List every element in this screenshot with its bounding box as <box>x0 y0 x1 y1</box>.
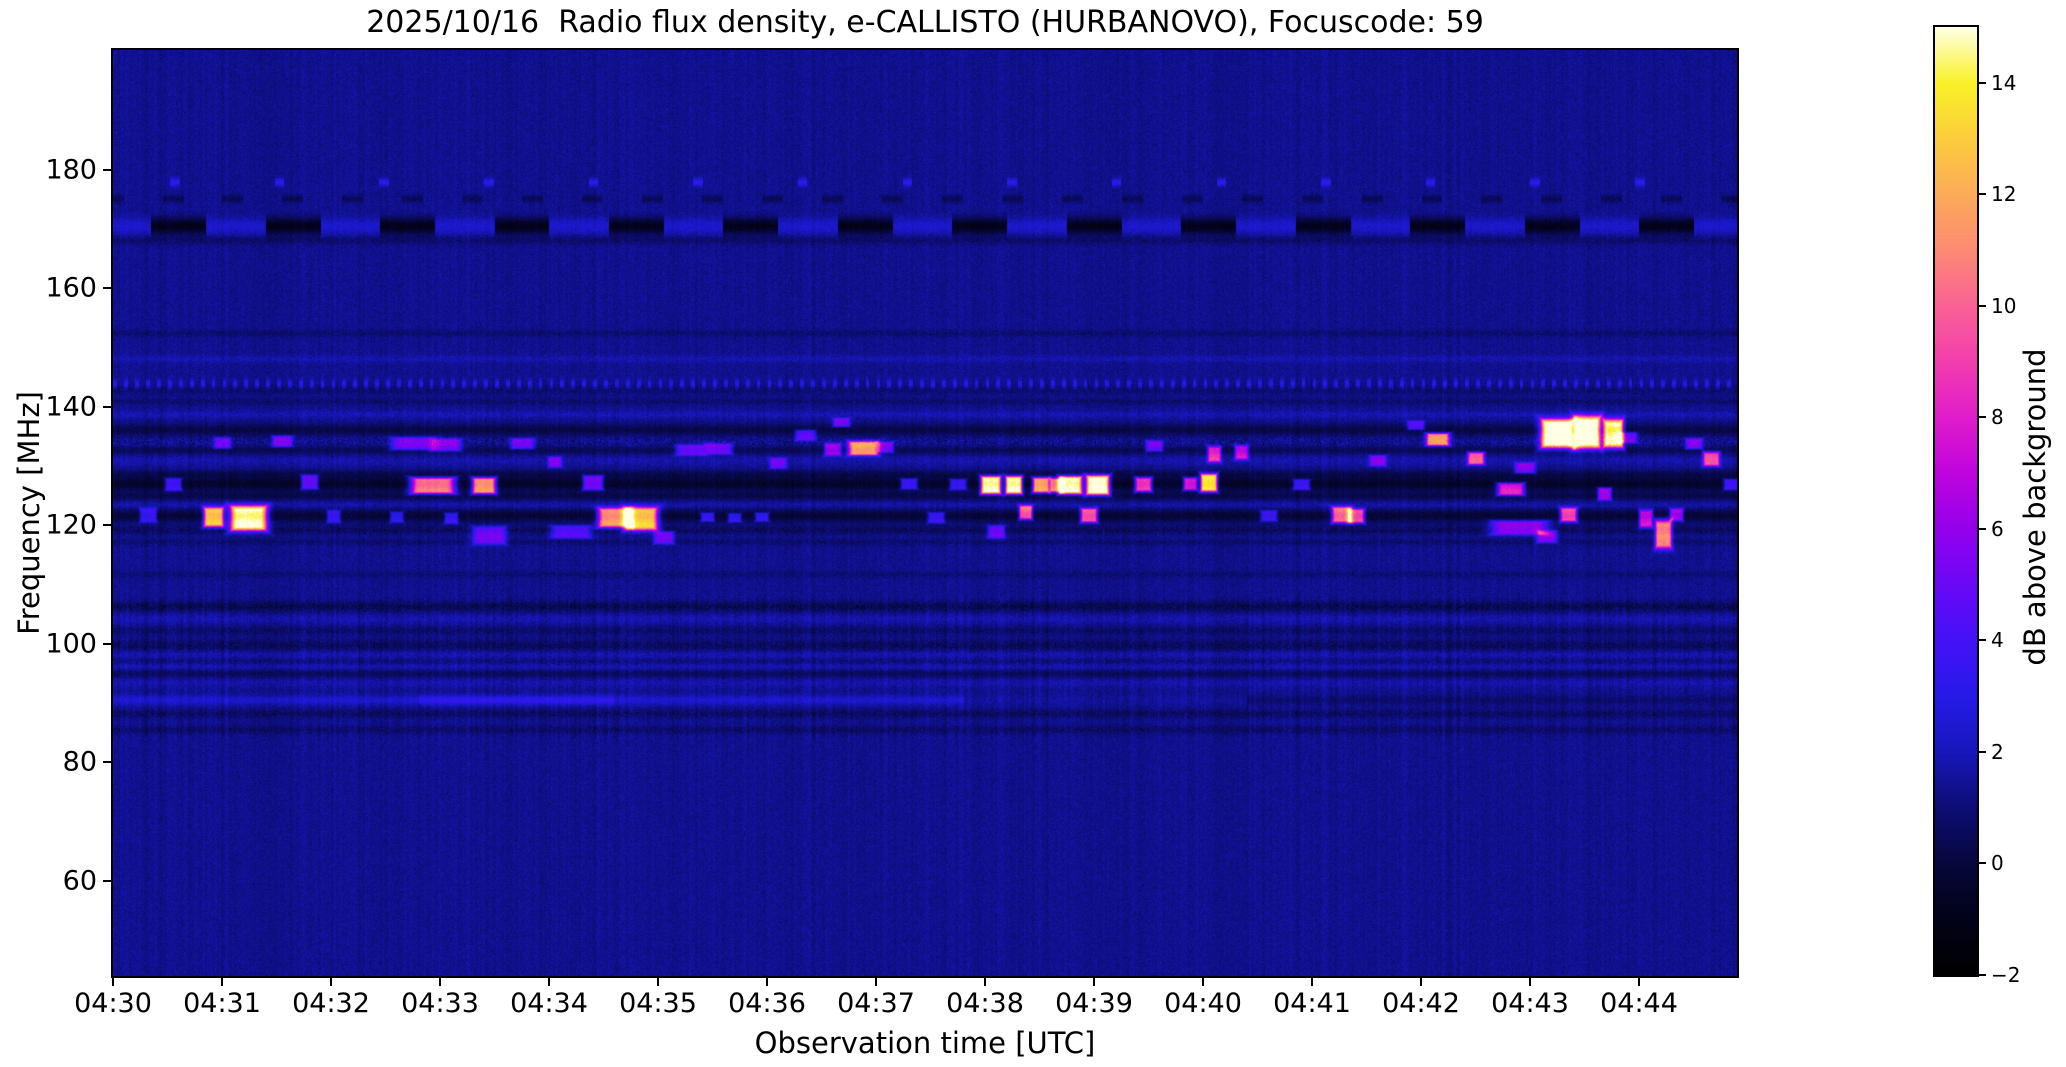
x-tick-mark <box>1529 978 1531 986</box>
colorbar-tick-label: 10 <box>1991 293 2017 318</box>
x-tick-label: 04:37 <box>837 988 915 1019</box>
x-tick-label: 04:34 <box>510 988 588 1019</box>
y-tick-label: 100 <box>45 628 97 660</box>
colorbar-label: dB above background <box>2018 348 2052 666</box>
x-tick-label: 04:41 <box>1273 988 1351 1019</box>
x-tick-label: 04:30 <box>74 988 152 1019</box>
colorbar-tick-label: 0 <box>1991 851 2004 876</box>
colorbar-tick-label: 12 <box>1991 182 2017 207</box>
x-tick-mark <box>1311 978 1313 986</box>
colorbar-tick-mark <box>1979 304 1986 307</box>
x-tick-mark <box>1638 978 1640 986</box>
y-tick-mark <box>103 287 111 290</box>
colorbar-tick-mark <box>1979 193 1986 196</box>
x-tick-label: 04:31 <box>183 988 261 1019</box>
colorbar-tick-mark <box>1979 416 1986 419</box>
x-tick-label: 04:44 <box>1600 988 1678 1019</box>
colorbar-tick-label: 6 <box>1991 516 2004 541</box>
x-tick-mark <box>112 978 114 986</box>
colorbar-tick-label: 8 <box>1991 405 2004 430</box>
colorbar-canvas <box>1933 25 1979 977</box>
x-tick-mark <box>548 978 550 986</box>
y-tick-label: 140 <box>45 391 97 423</box>
x-tick-mark <box>1202 978 1204 986</box>
y-tick-mark <box>103 168 111 171</box>
x-tick-mark <box>766 978 768 986</box>
y-tick-mark <box>103 642 111 645</box>
y-tick-mark <box>103 879 111 882</box>
colorbar-tick-mark <box>1979 639 1986 642</box>
x-tick-mark <box>657 978 659 986</box>
colorbar-tick-mark <box>1979 527 1986 530</box>
x-tick-mark <box>875 978 877 986</box>
y-tick-label: 80 <box>62 746 97 778</box>
colorbar-tick-mark <box>1979 974 1986 976</box>
colorbar-tick-label: 2 <box>1991 739 2004 764</box>
y-tick-mark <box>103 524 111 527</box>
colorbar-tick-label: −2 <box>1991 963 2021 987</box>
colorbar-tick-label: 4 <box>1991 628 2004 653</box>
y-tick-label: 160 <box>45 272 97 304</box>
plot-title: 2025/10/16 Radio flux density, e-CALLIST… <box>366 5 1484 40</box>
colorbar-tick-mark <box>1979 862 1986 865</box>
x-tick-label: 04:40 <box>1164 988 1242 1019</box>
x-tick-label: 04:43 <box>1491 988 1569 1019</box>
x-tick-mark <box>984 978 986 986</box>
x-tick-label: 04:33 <box>401 988 479 1019</box>
y-tick-label: 60 <box>62 865 97 897</box>
x-tick-mark <box>1093 978 1095 986</box>
x-tick-label: 04:42 <box>1382 988 1460 1019</box>
x-tick-mark <box>221 978 223 986</box>
y-tick-mark <box>103 761 111 764</box>
spectrogram-canvas <box>111 48 1739 978</box>
colorbar-tick-label: 14 <box>1991 70 2017 95</box>
x-tick-mark <box>439 978 441 986</box>
x-tick-label: 04:32 <box>292 988 370 1019</box>
x-axis-label: Observation time [UTC] <box>754 1026 1096 1060</box>
x-tick-label: 04:36 <box>728 988 806 1019</box>
x-tick-label: 04:38 <box>946 988 1024 1019</box>
y-tick-mark <box>103 405 111 408</box>
x-tick-label: 04:39 <box>1055 988 1133 1019</box>
x-tick-mark <box>330 978 332 986</box>
x-tick-label: 04:35 <box>619 988 697 1019</box>
y-tick-label: 120 <box>45 509 97 541</box>
x-tick-mark <box>1420 978 1422 986</box>
colorbar-tick-mark <box>1979 81 1986 84</box>
y-tick-label: 180 <box>45 154 97 186</box>
colorbar-tick-mark <box>1979 750 1986 753</box>
